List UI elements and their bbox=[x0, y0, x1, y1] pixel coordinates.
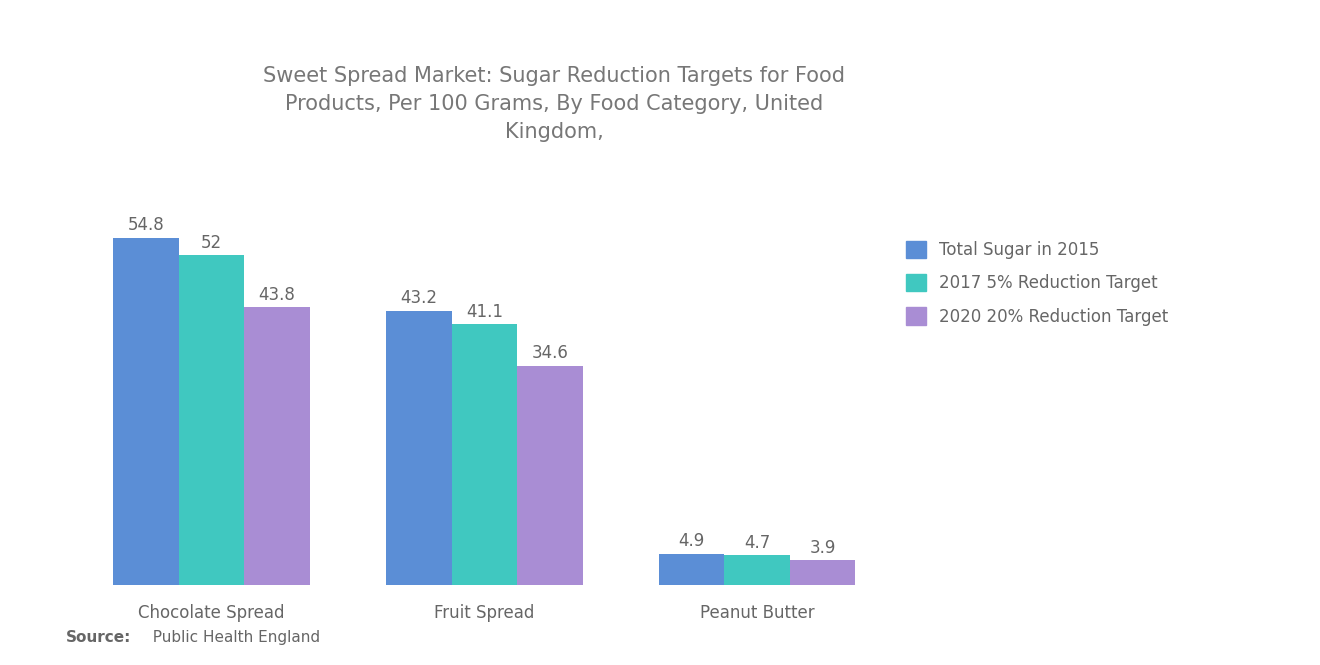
Text: Public Health England: Public Health England bbox=[143, 630, 319, 645]
Bar bbox=[385, 311, 451, 585]
Text: 4.7: 4.7 bbox=[744, 533, 770, 551]
Bar bbox=[789, 561, 855, 585]
Text: Source:: Source: bbox=[66, 630, 132, 645]
Bar bbox=[178, 255, 244, 585]
Bar bbox=[114, 237, 178, 585]
Bar bbox=[244, 307, 310, 585]
Bar bbox=[517, 366, 582, 585]
Text: 4.9: 4.9 bbox=[678, 532, 705, 551]
Text: 43.8: 43.8 bbox=[259, 285, 296, 303]
Text: 41.1: 41.1 bbox=[466, 303, 503, 321]
Text: Sweet Spread Market: Sugar Reduction Targets for Food
Products, Per 100 Grams, B: Sweet Spread Market: Sugar Reduction Tar… bbox=[264, 66, 845, 142]
Text: 52: 52 bbox=[201, 233, 222, 251]
Text: 54.8: 54.8 bbox=[128, 216, 165, 234]
Bar bbox=[451, 325, 517, 585]
Text: 3.9: 3.9 bbox=[809, 539, 836, 557]
Text: 43.2: 43.2 bbox=[400, 289, 437, 307]
Text: 34.6: 34.6 bbox=[532, 344, 568, 362]
Legend: Total Sugar in 2015, 2017 5% Reduction Target, 2020 20% Reduction Target: Total Sugar in 2015, 2017 5% Reduction T… bbox=[906, 241, 1168, 326]
Bar bbox=[725, 555, 789, 585]
Bar bbox=[659, 554, 725, 585]
